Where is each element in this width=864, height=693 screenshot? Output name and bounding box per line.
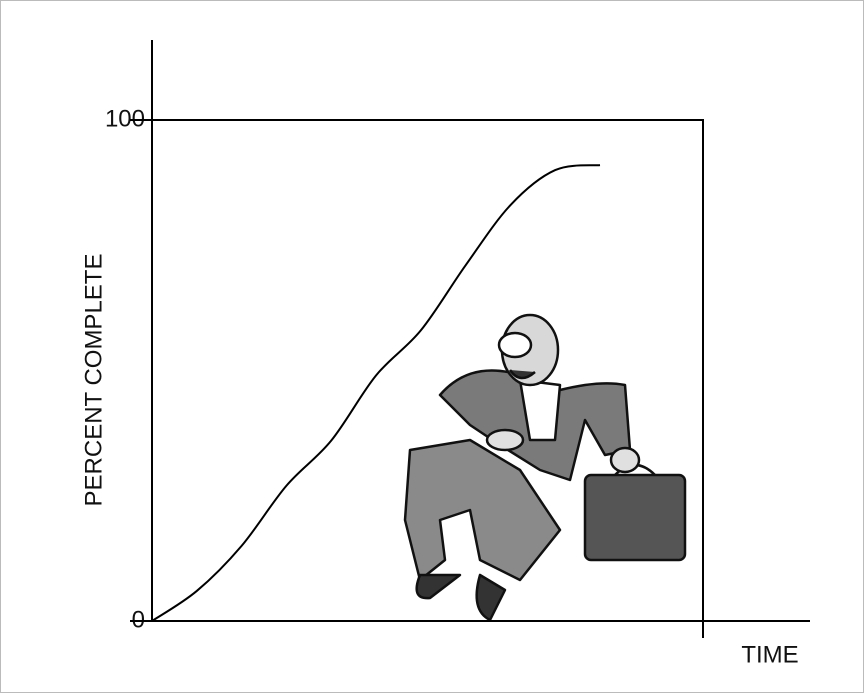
y-tick-label: 100 xyxy=(105,105,145,132)
progress-curve xyxy=(151,164,601,622)
x-axis-label: TIME xyxy=(741,641,798,668)
y-axis-label: PERCENT COMPLETE xyxy=(80,254,107,507)
businessman-illustration xyxy=(403,313,687,622)
y-tick-label: 0 xyxy=(132,606,145,633)
